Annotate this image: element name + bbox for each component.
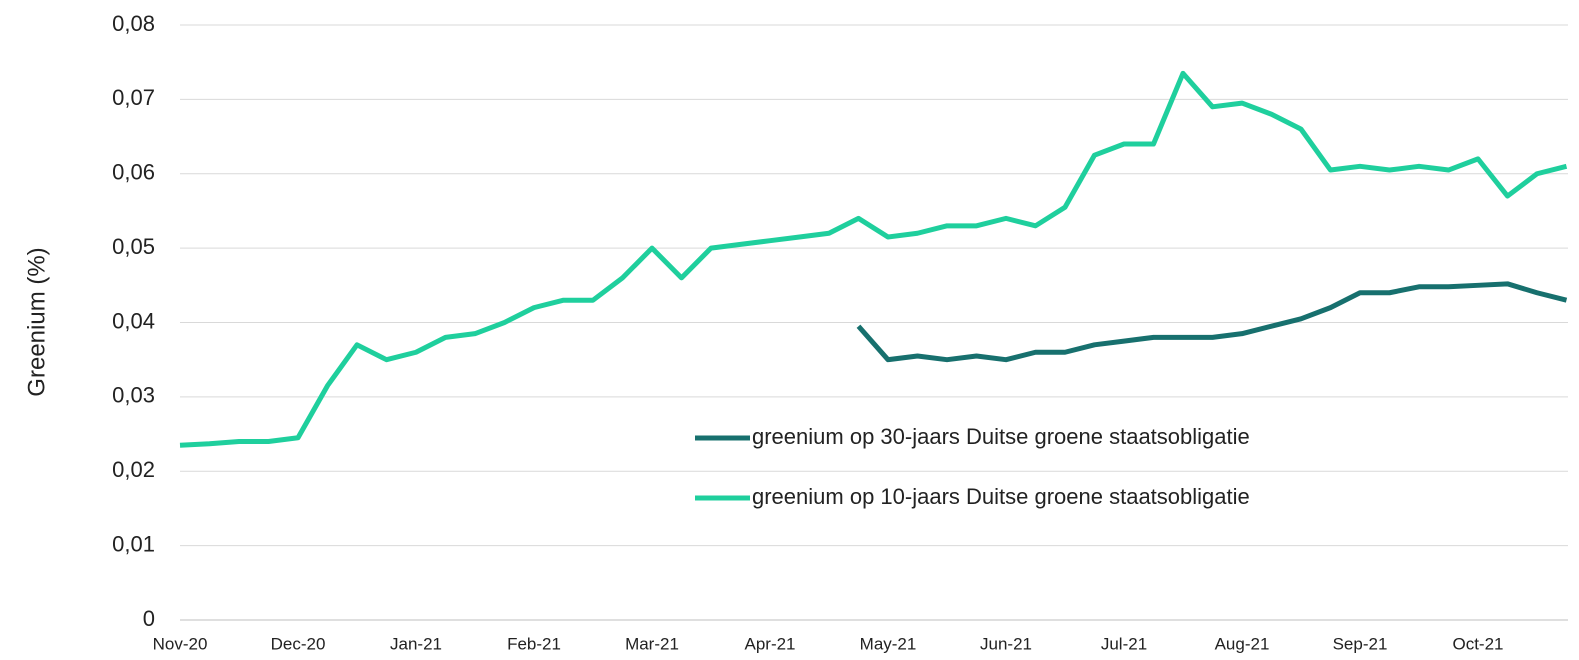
y-axis-label: Greenium (%) [23, 247, 50, 396]
y-tick-label: 0,06 [112, 160, 155, 185]
y-tick-label: 0,01 [112, 531, 155, 556]
y-tick-label: 0,07 [112, 85, 155, 110]
series-line [856, 281, 1568, 363]
y-tick-label: 0,03 [112, 383, 155, 408]
y-tick-label: 0,02 [112, 457, 155, 482]
legend-label: greenium op 10-jaars Duitse groene staat… [752, 484, 1250, 509]
series-line [179, 70, 1568, 448]
x-tick-label: Mar-21 [625, 634, 679, 653]
x-tick-label: Nov-20 [153, 634, 208, 653]
x-tick-label: Dec-20 [271, 634, 326, 653]
x-tick-label: Oct-21 [1452, 634, 1503, 653]
x-tick-label: Jul-21 [1101, 634, 1147, 653]
y-tick-label: 0 [143, 606, 155, 631]
y-tick-label: 0,08 [112, 11, 155, 36]
x-tick-label: Jun-21 [980, 634, 1032, 653]
y-tick-label: 0,05 [112, 234, 155, 259]
y-tick-label: 0,04 [112, 308, 155, 333]
x-tick-label: Apr-21 [744, 634, 795, 653]
x-tick-label: Sep-21 [1333, 634, 1388, 653]
x-tick-label: Jan-21 [390, 634, 442, 653]
x-tick-label: May-21 [860, 634, 917, 653]
legend-label: greenium op 30-jaars Duitse groene staat… [752, 424, 1250, 449]
x-tick-label: Aug-21 [1215, 634, 1270, 653]
x-tick-label: Feb-21 [507, 634, 561, 653]
